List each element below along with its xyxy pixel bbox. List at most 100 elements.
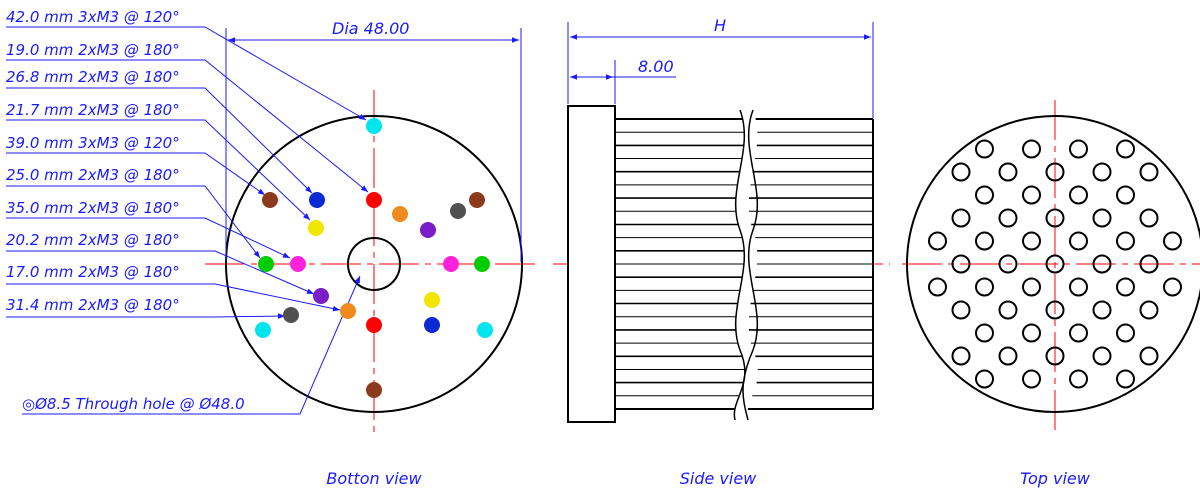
vent-hole — [951, 254, 971, 274]
hole-annotations: 42.0 mm 3xM3 @ 120° 19.0 mm 2xM3 @ 180° … — [6, 8, 180, 314]
vent-hole — [1163, 231, 1182, 251]
vent-hole — [1045, 346, 1065, 366]
bottom-view-title: Botton view — [326, 469, 422, 488]
vent-hole — [1022, 277, 1041, 297]
hole-cyan — [477, 322, 493, 338]
leader-line — [6, 250, 315, 295]
leader-line — [6, 87, 313, 194]
hole-magenta — [443, 256, 459, 272]
hole-green — [474, 256, 490, 272]
hole-annotation-label: 21.7 mm 2xM3 @ 180° — [6, 101, 180, 119]
vent-hole — [1139, 254, 1159, 274]
hole-annotation-label: 42.0 mm 3xM3 @ 120° — [6, 8, 180, 26]
vent-hole — [998, 162, 1018, 182]
hole-red — [366, 317, 382, 333]
top-vent-holes — [928, 139, 1182, 389]
hole-green — [258, 256, 274, 272]
vent-hole — [998, 346, 1018, 366]
hole-yellow — [424, 292, 440, 308]
vent-hole — [928, 231, 947, 251]
hole-cyan — [255, 322, 271, 338]
vent-hole — [1069, 139, 1088, 159]
hole-annotation-label: 26.8 mm 2xM3 @ 180° — [6, 68, 180, 86]
vent-hole — [975, 323, 994, 343]
hole-red — [366, 192, 382, 208]
vent-hole — [998, 208, 1018, 228]
side-view-title: Side view — [680, 469, 757, 488]
side-flange — [567, 105, 616, 423]
mounting-holes — [255, 118, 493, 398]
vent-hole — [1022, 323, 1041, 343]
bottom-outer-circle — [225, 115, 523, 413]
top-view-title: Top view — [1020, 469, 1091, 488]
leader-line — [6, 185, 261, 259]
vent-hole — [1092, 208, 1112, 228]
vent-hole — [1139, 162, 1159, 182]
vent-hole — [1069, 185, 1088, 205]
vent-hole — [975, 139, 994, 159]
vent-hole — [951, 300, 971, 320]
vent-hole — [951, 162, 971, 182]
top-outer-circle — [906, 115, 1200, 413]
vent-hole — [1092, 346, 1112, 366]
hole-annotation-label: 25.0 mm 2xM3 @ 180° — [6, 166, 180, 184]
vent-hole — [1092, 162, 1112, 182]
vent-hole — [1045, 162, 1065, 182]
leader-line — [6, 217, 291, 259]
vent-hole — [1069, 231, 1088, 251]
vent-hole — [975, 369, 994, 389]
hole-brown — [262, 192, 278, 208]
leader-line — [6, 313, 286, 319]
hole-annotation-label: 35.0 mm 2xM3 @ 180° — [6, 199, 180, 217]
hole-orange — [392, 206, 408, 222]
vent-hole — [1069, 323, 1088, 343]
vent-hole — [1116, 369, 1135, 389]
vent-hole — [1022, 185, 1041, 205]
leader-line — [6, 26, 367, 121]
hole-annotation-label: 31.4 mm 2xM3 @ 180° — [6, 296, 180, 314]
vent-hole — [1139, 300, 1159, 320]
hole-purple — [313, 288, 329, 304]
hole-brown — [469, 192, 485, 208]
hole-gray — [450, 203, 466, 219]
vent-hole — [1069, 369, 1088, 389]
vent-hole — [975, 231, 994, 251]
vent-hole — [1092, 254, 1112, 274]
hole-cyan — [366, 118, 382, 134]
vent-hole — [1022, 369, 1041, 389]
vent-hole — [975, 277, 994, 297]
vent-hole — [1116, 323, 1135, 343]
vent-hole — [928, 277, 947, 297]
hole-purple — [420, 222, 436, 238]
hole-blue — [309, 192, 325, 208]
hole-brown — [366, 382, 382, 398]
through-hole — [347, 237, 401, 291]
vent-hole — [1139, 346, 1159, 366]
vent-hole — [1116, 277, 1135, 297]
leader-lines — [6, 26, 369, 415]
vent-hole — [998, 300, 1018, 320]
leader-line — [6, 119, 311, 221]
through-hole-label: ◎Ø8.5 Through hole @ Ø48.0 — [22, 395, 245, 413]
hole-gray — [283, 307, 299, 323]
hole-yellow — [308, 220, 324, 236]
vent-hole — [1045, 254, 1065, 274]
through-hole-leader — [22, 275, 361, 415]
hole-orange — [340, 303, 356, 319]
hole-annotation-label: 20.2 mm 2xM3 @ 180° — [6, 231, 180, 249]
vent-hole — [1022, 231, 1041, 251]
hole-annotation-label: 19.0 mm 2xM3 @ 180° — [6, 41, 180, 59]
break-line-right — [742, 109, 758, 421]
vent-hole — [998, 254, 1018, 274]
flange-dimension-text: 8.00 — [638, 57, 674, 76]
vent-hole — [975, 185, 994, 205]
side-view: H 8.00 Side view — [553, 16, 890, 488]
dia-dimension-text: Dia 48.00 — [332, 19, 409, 38]
vent-hole — [1116, 231, 1135, 251]
vent-hole — [1116, 185, 1135, 205]
hole-annotation-label: 17.0 mm 2xM3 @ 180° — [6, 263, 180, 281]
hole-annotation-label: 39.0 mm 3xM3 @ 120° — [6, 134, 180, 152]
top-view: Top view — [902, 100, 1200, 488]
vent-hole — [1163, 277, 1182, 297]
